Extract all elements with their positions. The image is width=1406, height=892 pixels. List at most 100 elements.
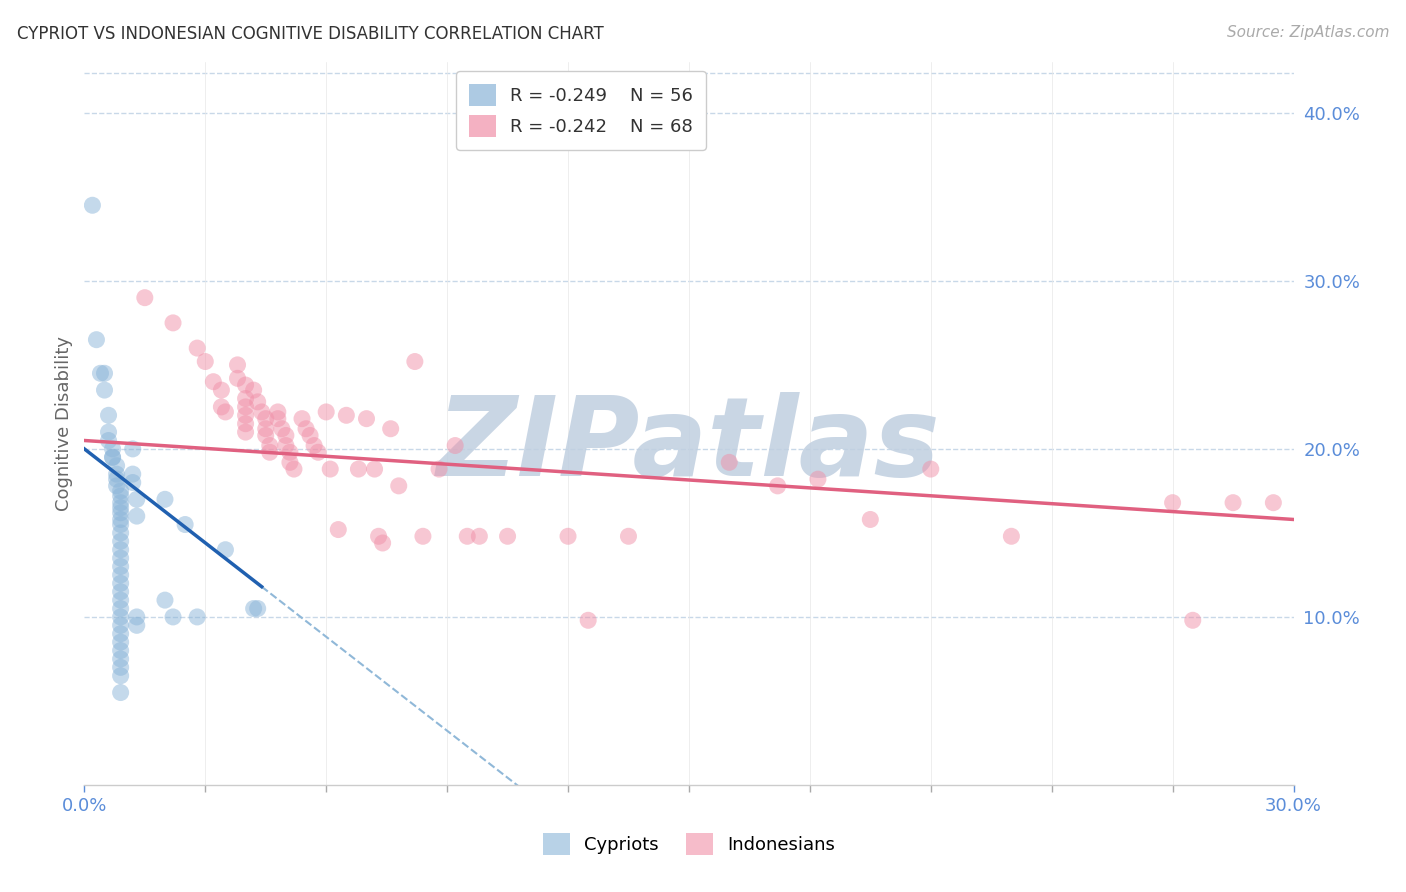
Point: [254, 428, 277, 442]
Point: [371, 536, 394, 550]
Point: [920, 462, 942, 476]
Point: [242, 601, 264, 615]
Point: [718, 455, 741, 469]
Point: [194, 354, 217, 368]
Point: [186, 610, 208, 624]
Point: [235, 378, 257, 392]
Point: [246, 395, 269, 409]
Point: [105, 458, 128, 473]
Point: [468, 529, 491, 543]
Point: [319, 462, 342, 476]
Point: [242, 383, 264, 397]
Point: [89, 366, 111, 380]
Point: [404, 354, 426, 368]
Point: [356, 411, 378, 425]
Point: [367, 529, 389, 543]
Point: [335, 409, 357, 423]
Point: [235, 417, 257, 431]
Point: [295, 422, 318, 436]
Point: [153, 593, 176, 607]
Point: [110, 635, 132, 649]
Point: [110, 489, 132, 503]
Point: [278, 445, 301, 459]
Point: [105, 467, 128, 482]
Point: [267, 411, 290, 425]
Point: [110, 685, 132, 699]
Point: [125, 618, 148, 632]
Point: [388, 479, 411, 493]
Point: [209, 400, 232, 414]
Point: [125, 492, 148, 507]
Point: [412, 529, 434, 543]
Point: [97, 425, 120, 439]
Point: [125, 610, 148, 624]
Point: [1263, 496, 1285, 510]
Point: [380, 422, 402, 436]
Point: [186, 341, 208, 355]
Point: [299, 428, 322, 442]
Point: [101, 450, 124, 465]
Text: CYPRIOT VS INDONESIAN COGNITIVE DISABILITY CORRELATION CHART: CYPRIOT VS INDONESIAN COGNITIVE DISABILI…: [17, 25, 603, 43]
Point: [254, 422, 277, 436]
Point: [174, 517, 197, 532]
Point: [766, 479, 789, 493]
Point: [328, 523, 350, 537]
Point: [214, 542, 236, 557]
Point: [110, 551, 132, 566]
Point: [496, 529, 519, 543]
Point: [121, 442, 143, 456]
Point: [121, 475, 143, 490]
Point: [110, 496, 132, 510]
Point: [557, 529, 579, 543]
Point: [105, 472, 128, 486]
Point: [97, 409, 120, 423]
Text: ZIPatlas: ZIPatlas: [437, 392, 941, 499]
Point: [209, 383, 232, 397]
Point: [307, 445, 329, 459]
Point: [270, 422, 292, 436]
Legend: Cypriots, Indonesians: Cypriots, Indonesians: [536, 826, 842, 863]
Point: [82, 198, 104, 212]
Point: [110, 660, 132, 674]
Point: [291, 411, 314, 425]
Point: [110, 506, 132, 520]
Point: [363, 462, 385, 476]
Point: [110, 618, 132, 632]
Point: [110, 525, 132, 540]
Point: [807, 472, 830, 486]
Point: [97, 434, 120, 448]
Point: [214, 405, 236, 419]
Point: [274, 438, 297, 452]
Point: [235, 392, 257, 406]
Point: [153, 492, 176, 507]
Point: [259, 438, 281, 452]
Point: [259, 445, 281, 459]
Point: [444, 438, 467, 452]
Point: [617, 529, 640, 543]
Point: [101, 450, 124, 465]
Point: [1000, 529, 1022, 543]
Point: [110, 652, 132, 666]
Point: [302, 438, 325, 452]
Point: [267, 405, 290, 419]
Point: [110, 542, 132, 557]
Point: [246, 601, 269, 615]
Point: [235, 409, 257, 423]
Point: [254, 411, 277, 425]
Point: [110, 610, 132, 624]
Point: [1161, 496, 1184, 510]
Point: [110, 669, 132, 683]
Point: [110, 559, 132, 574]
Point: [121, 467, 143, 482]
Point: [226, 358, 249, 372]
Point: [110, 576, 132, 591]
Point: [110, 643, 132, 657]
Text: Source: ZipAtlas.com: Source: ZipAtlas.com: [1226, 25, 1389, 40]
Point: [1222, 496, 1244, 510]
Point: [456, 529, 478, 543]
Point: [110, 584, 132, 599]
Point: [134, 291, 156, 305]
Point: [93, 366, 115, 380]
Point: [1181, 613, 1204, 627]
Point: [162, 610, 184, 624]
